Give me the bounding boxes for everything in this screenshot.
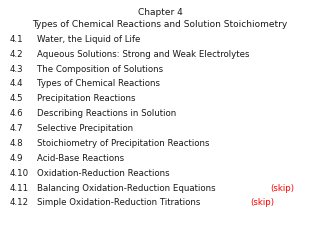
Text: Types of Chemical Reactions: Types of Chemical Reactions	[37, 79, 160, 89]
Text: Simple Oxidation-Reduction Titrations: Simple Oxidation-Reduction Titrations	[37, 198, 200, 207]
Text: 4.4: 4.4	[10, 79, 23, 89]
Text: 4.10: 4.10	[10, 169, 29, 178]
Text: Describing Reactions in Solution: Describing Reactions in Solution	[37, 109, 176, 118]
Text: (skip): (skip)	[250, 198, 274, 207]
Text: Selective Precipitation: Selective Precipitation	[37, 124, 133, 133]
Text: Acid-Base Reactions: Acid-Base Reactions	[37, 154, 124, 163]
Text: 4.9: 4.9	[10, 154, 23, 163]
Text: 4.8: 4.8	[10, 139, 23, 148]
Text: (skip): (skip)	[270, 184, 294, 192]
Text: 4.6: 4.6	[10, 109, 23, 118]
Text: 4.2: 4.2	[10, 50, 23, 59]
Text: Balancing Oxidation-Reduction Equations: Balancing Oxidation-Reduction Equations	[37, 184, 215, 192]
Text: 4.11: 4.11	[10, 184, 29, 192]
Text: 4.3: 4.3	[10, 65, 23, 73]
Text: 4.7: 4.7	[10, 124, 23, 133]
Text: The Composition of Solutions: The Composition of Solutions	[37, 65, 163, 73]
Text: 4.1: 4.1	[10, 35, 23, 44]
Text: Types of Chemical Reactions and Solution Stoichiometry: Types of Chemical Reactions and Solution…	[32, 20, 288, 29]
Text: 4.5: 4.5	[10, 94, 23, 103]
Text: Oxidation-Reduction Reactions: Oxidation-Reduction Reactions	[37, 169, 169, 178]
Text: 4.12: 4.12	[10, 198, 29, 207]
Text: Water, the Liquid of Life: Water, the Liquid of Life	[37, 35, 140, 44]
Text: Precipitation Reactions: Precipitation Reactions	[37, 94, 135, 103]
Text: Aqueous Solutions: Strong and Weak Electrolytes: Aqueous Solutions: Strong and Weak Elect…	[37, 50, 249, 59]
Text: Chapter 4: Chapter 4	[138, 8, 182, 18]
Text: Stoichiometry of Precipitation Reactions: Stoichiometry of Precipitation Reactions	[37, 139, 209, 148]
